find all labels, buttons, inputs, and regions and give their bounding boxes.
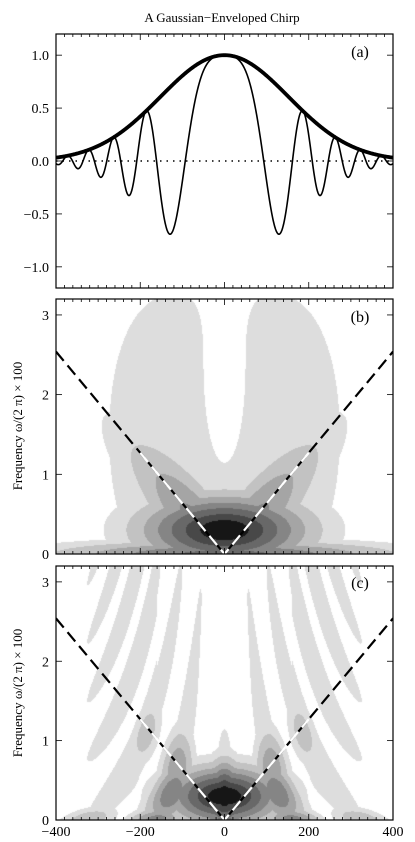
panel-b: 0 1 2 3 (b) Frequency ω/(2 π) × 100 xyxy=(10,298,394,563)
panel-b-label: (b) xyxy=(351,309,370,326)
panel-a-ytick-label: 1.0 xyxy=(32,49,50,64)
panel-c-ytick-label: 3 xyxy=(42,576,49,591)
panel-a-ytick-label: −1.0 xyxy=(24,261,49,276)
chirp-series-line xyxy=(56,54,393,236)
panel-c-xtick-label: 400 xyxy=(383,825,404,840)
panel-c-contour-plot xyxy=(56,566,393,820)
panel-c-xtick-label: −200 xyxy=(126,825,155,840)
panel-a: −1.0 −0.5 0.0 0.5 1.0 (a) xyxy=(24,33,394,289)
panel-b-ytick-label: 1 xyxy=(42,468,49,483)
panel-a-ytick-label: −0.5 xyxy=(24,208,49,223)
panel-c-dashed-line xyxy=(56,617,393,820)
panel-a-ytick-label: 0.5 xyxy=(32,102,50,117)
panel-c-xtick-label: 0 xyxy=(221,825,228,840)
panel-c-ytick-label: 1 xyxy=(42,735,49,750)
panel-c-xtick-label: 200 xyxy=(298,825,319,840)
panel-c-label: (c) xyxy=(351,575,369,592)
envelope-series-line xyxy=(56,53,393,160)
panel-a-label: (a) xyxy=(351,44,369,61)
panel-b-ytick-label: 0 xyxy=(42,548,49,563)
panel-a-ytick-label: 0.0 xyxy=(32,155,50,170)
panel-b-dashed-line xyxy=(56,350,393,554)
panel-b-contour-plot xyxy=(56,299,393,554)
panel-c-ytick-label: 0 xyxy=(42,814,49,829)
figure-title: A Gaussian−Enveloped Chirp xyxy=(144,10,299,25)
panel-c-ytick-label: 2 xyxy=(42,655,49,670)
panel-c-dashed-line-inner xyxy=(139,718,310,820)
panel-c-xtick-label: −400 xyxy=(42,825,71,840)
panel-c: 0 1 2 3 −400 −200 0 200 400 (c) Frequency ω/(2 π… xyxy=(10,565,404,840)
panel-c-ylabel: Frequency ω/(2 π) × 100 xyxy=(10,629,25,758)
panel-b-ytick-label: 3 xyxy=(42,309,49,324)
panel-b-ytick-label: 2 xyxy=(42,389,49,404)
panel-b-ylabel: Frequency ω/(2 π) × 100 xyxy=(10,362,25,491)
panel-b-dashed-line-inner xyxy=(139,452,310,554)
